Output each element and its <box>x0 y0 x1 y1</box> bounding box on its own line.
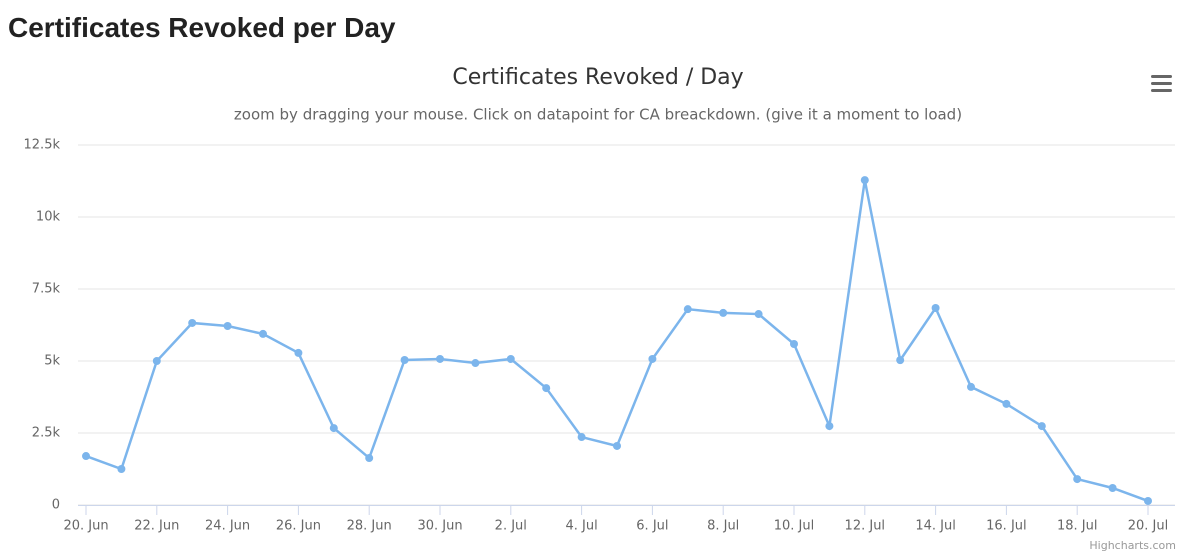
data-point[interactable] <box>719 308 728 317</box>
y-tick-label: 7.5k <box>32 282 61 297</box>
data-point[interactable] <box>860 176 869 185</box>
data-point[interactable] <box>117 465 126 473</box>
y-tick-label: 12.5k <box>24 138 61 153</box>
data-point[interactable] <box>577 433 586 442</box>
data-point[interactable] <box>1144 496 1152 505</box>
menu-bar <box>1151 89 1172 92</box>
data-point[interactable] <box>790 340 798 349</box>
x-tick-label: 26. Jun <box>276 519 321 534</box>
data-point[interactable] <box>683 305 692 314</box>
data-point[interactable] <box>967 382 975 391</box>
x-tick-label: 8. Jul <box>707 519 739 534</box>
data-point[interactable] <box>542 384 551 393</box>
data-point[interactable] <box>259 329 267 338</box>
data-point[interactable] <box>506 354 515 363</box>
menu-button[interactable] <box>1148 74 1174 94</box>
data-point[interactable] <box>1037 422 1046 431</box>
data-point[interactable] <box>1002 399 1011 408</box>
x-tick-label: 28. Jun <box>347 519 392 534</box>
data-point[interactable] <box>188 318 197 327</box>
data-point[interactable] <box>825 422 834 431</box>
data-point[interactable] <box>613 441 621 450</box>
data-point[interactable] <box>400 355 409 364</box>
y-tick-label: 5k <box>44 354 60 369</box>
y-tick-label: 10k <box>36 210 61 225</box>
x-tick-label: 10. Jul <box>774 519 815 534</box>
menu-bar <box>1151 82 1172 85</box>
x-tick-label: 2. Jul <box>495 519 527 534</box>
x-tick-label: 22. Jun <box>134 519 179 534</box>
x-tick-label: 16. Jul <box>986 519 1027 534</box>
y-tick-label: 2.5k <box>32 426 61 441</box>
x-tick-label: 20. Jun <box>63 519 108 534</box>
series-line <box>85 179 1149 503</box>
data-point[interactable] <box>648 354 657 363</box>
menu-bar <box>1151 75 1172 78</box>
data-point[interactable] <box>754 310 763 319</box>
x-tick-label: 6. Jul <box>636 519 668 534</box>
x-tick-label: 30. Jun <box>417 519 462 534</box>
x-tick-label: 14. Jul <box>915 519 956 534</box>
x-tick-label: 20. Jul <box>1128 519 1169 534</box>
data-point[interactable] <box>365 454 374 463</box>
x-tick-label: 4. Jul <box>565 519 597 534</box>
x-tick-label: 18. Jul <box>1057 519 1098 534</box>
x-tick-label: 24. Jun <box>205 519 250 534</box>
credits[interactable]: Highcharts.com <box>1089 539 1176 552</box>
x-tick-label: 12. Jul <box>845 519 886 534</box>
data-point[interactable] <box>82 452 90 461</box>
data-point[interactable] <box>329 424 338 433</box>
data-point[interactable] <box>436 354 444 363</box>
page-heading: Certificates Revoked per Day <box>8 12 396 43</box>
data-point[interactable] <box>152 357 161 365</box>
chart-subtitle: zoom by dragging your mouse. Click on da… <box>234 106 962 124</box>
chart-title: Certificates Revoked / Day <box>452 65 743 90</box>
data-point[interactable] <box>294 348 303 357</box>
data-point[interactable] <box>471 359 480 368</box>
data-point[interactable] <box>931 304 940 313</box>
data-point[interactable] <box>223 322 232 331</box>
data-point[interactable] <box>1073 475 1082 484</box>
data-point[interactable] <box>896 356 905 365</box>
data-point[interactable] <box>1108 484 1117 493</box>
y-tick-label: 0 <box>52 498 60 513</box>
